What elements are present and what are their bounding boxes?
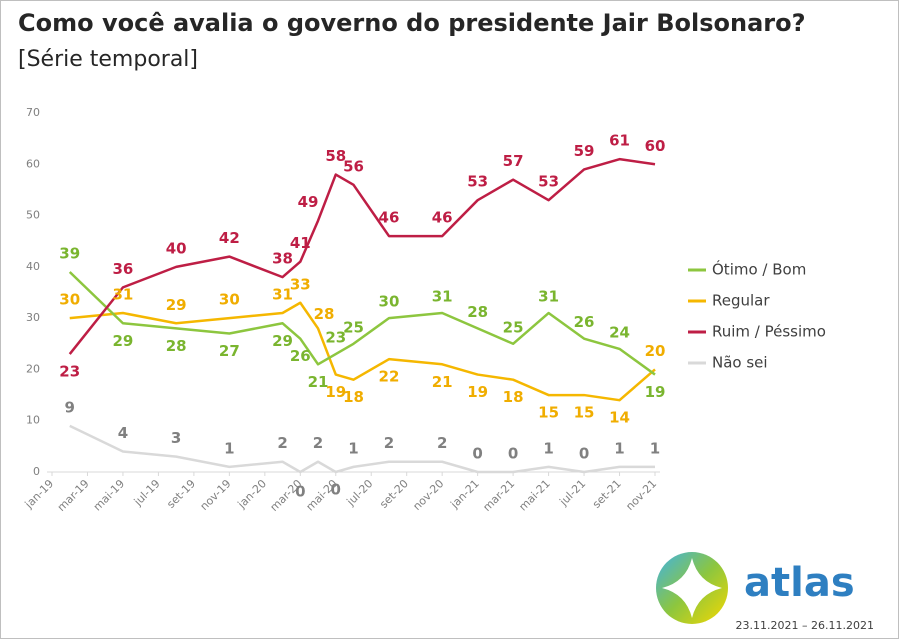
data-label: 41: [290, 234, 311, 252]
data-label: 27: [219, 342, 240, 360]
data-label: 22: [379, 368, 400, 386]
logo-star: [662, 558, 722, 618]
data-label: 1: [348, 439, 358, 457]
data-label: 2: [384, 434, 394, 452]
series-line: [69, 301, 656, 402]
data-label: 53: [467, 173, 488, 191]
data-label: 49: [298, 193, 319, 211]
data-label: 2: [277, 434, 287, 452]
legend-label: Regular: [712, 292, 770, 310]
data-label: 40: [166, 239, 187, 257]
y-tick-label: 30: [26, 311, 40, 324]
data-label: 29: [272, 332, 293, 350]
data-label: 15: [574, 404, 595, 422]
data-label: 21: [308, 373, 329, 391]
data-label: 14: [609, 409, 630, 427]
y-tick-label: 20: [26, 362, 40, 375]
data-label: 19: [325, 383, 346, 401]
logo: [656, 552, 728, 624]
data-label: 23: [59, 363, 80, 381]
data-label: 3: [171, 429, 181, 447]
data-label: 33: [290, 275, 311, 293]
data-label: 19: [467, 383, 488, 401]
data-label: 2: [437, 434, 447, 452]
legend-label: Ótimo / Bom: [712, 260, 806, 279]
data-label: 0: [508, 445, 518, 463]
data-label: 36: [113, 260, 134, 278]
data-label: 28: [467, 303, 488, 321]
data-label: 31: [272, 286, 293, 304]
data-label: 4: [118, 424, 128, 442]
chart-title: Como você avalia o governo do presidente…: [18, 9, 806, 37]
data-label: 19: [645, 383, 666, 401]
data-label: 1: [543, 439, 553, 457]
data-label: 59: [574, 142, 595, 160]
y-tick-label: 60: [26, 157, 40, 170]
data-label: 57: [503, 152, 524, 170]
data-label: 0: [472, 445, 482, 463]
data-label: 26: [290, 347, 311, 365]
data-label: 0: [579, 445, 589, 463]
data-label: 25: [503, 318, 524, 336]
data-label: 26: [574, 313, 595, 331]
data-label: 20: [645, 342, 666, 360]
date-range: 23.11.2021 – 26.11.2021: [736, 619, 874, 632]
legend-label: Não sei: [712, 354, 768, 372]
data-label: 61: [609, 132, 630, 150]
data-label: 18: [343, 388, 364, 406]
data-label: 53: [538, 173, 559, 191]
data-label: 56: [343, 157, 364, 175]
data-label: 42: [219, 229, 240, 247]
data-label: 58: [325, 147, 346, 165]
data-label: 31: [432, 288, 453, 306]
y-tick-label: 40: [26, 260, 40, 273]
data-label: 29: [166, 296, 187, 314]
data-label: 18: [503, 388, 524, 406]
brand: atlas: [744, 560, 855, 606]
data-label: 31: [113, 286, 134, 304]
data-label: 1: [650, 439, 660, 457]
data-label: 2: [313, 434, 323, 452]
data-label: 9: [65, 398, 75, 416]
y-tick-label: 50: [26, 209, 40, 222]
data-label: 24: [609, 323, 630, 341]
series-line: [68, 157, 656, 355]
data-label: 31: [538, 288, 559, 306]
y-tick-label: 0: [33, 465, 40, 478]
data-label: 30: [219, 291, 240, 309]
data-label: 15: [538, 404, 559, 422]
data-label: 38: [272, 250, 293, 268]
data-label: 25: [343, 318, 364, 336]
data-label: 23: [325, 329, 346, 347]
data-label: 46: [379, 209, 400, 227]
series-line: [69, 424, 655, 474]
data-label: 30: [379, 293, 400, 311]
data-label: 28: [166, 337, 187, 355]
data-label: 28: [314, 305, 335, 323]
legend-label: Ruim / Péssimo: [712, 323, 826, 341]
series-line: [68, 271, 656, 376]
data-label: 60: [645, 137, 666, 155]
data-label: 29: [113, 332, 134, 350]
chart-subtitle: [Série temporal]: [18, 47, 198, 72]
data-label: 30: [59, 291, 80, 309]
data-label: 39: [59, 244, 80, 262]
data-label: 46: [432, 209, 453, 227]
y-tick-label: 10: [26, 414, 40, 427]
data-label: 21: [432, 373, 453, 391]
data-label: 0: [331, 481, 341, 499]
y-tick-label: 70: [26, 106, 40, 119]
data-label: 0: [295, 483, 305, 501]
data-label: 1: [224, 439, 234, 457]
data-label: 1: [614, 439, 624, 457]
